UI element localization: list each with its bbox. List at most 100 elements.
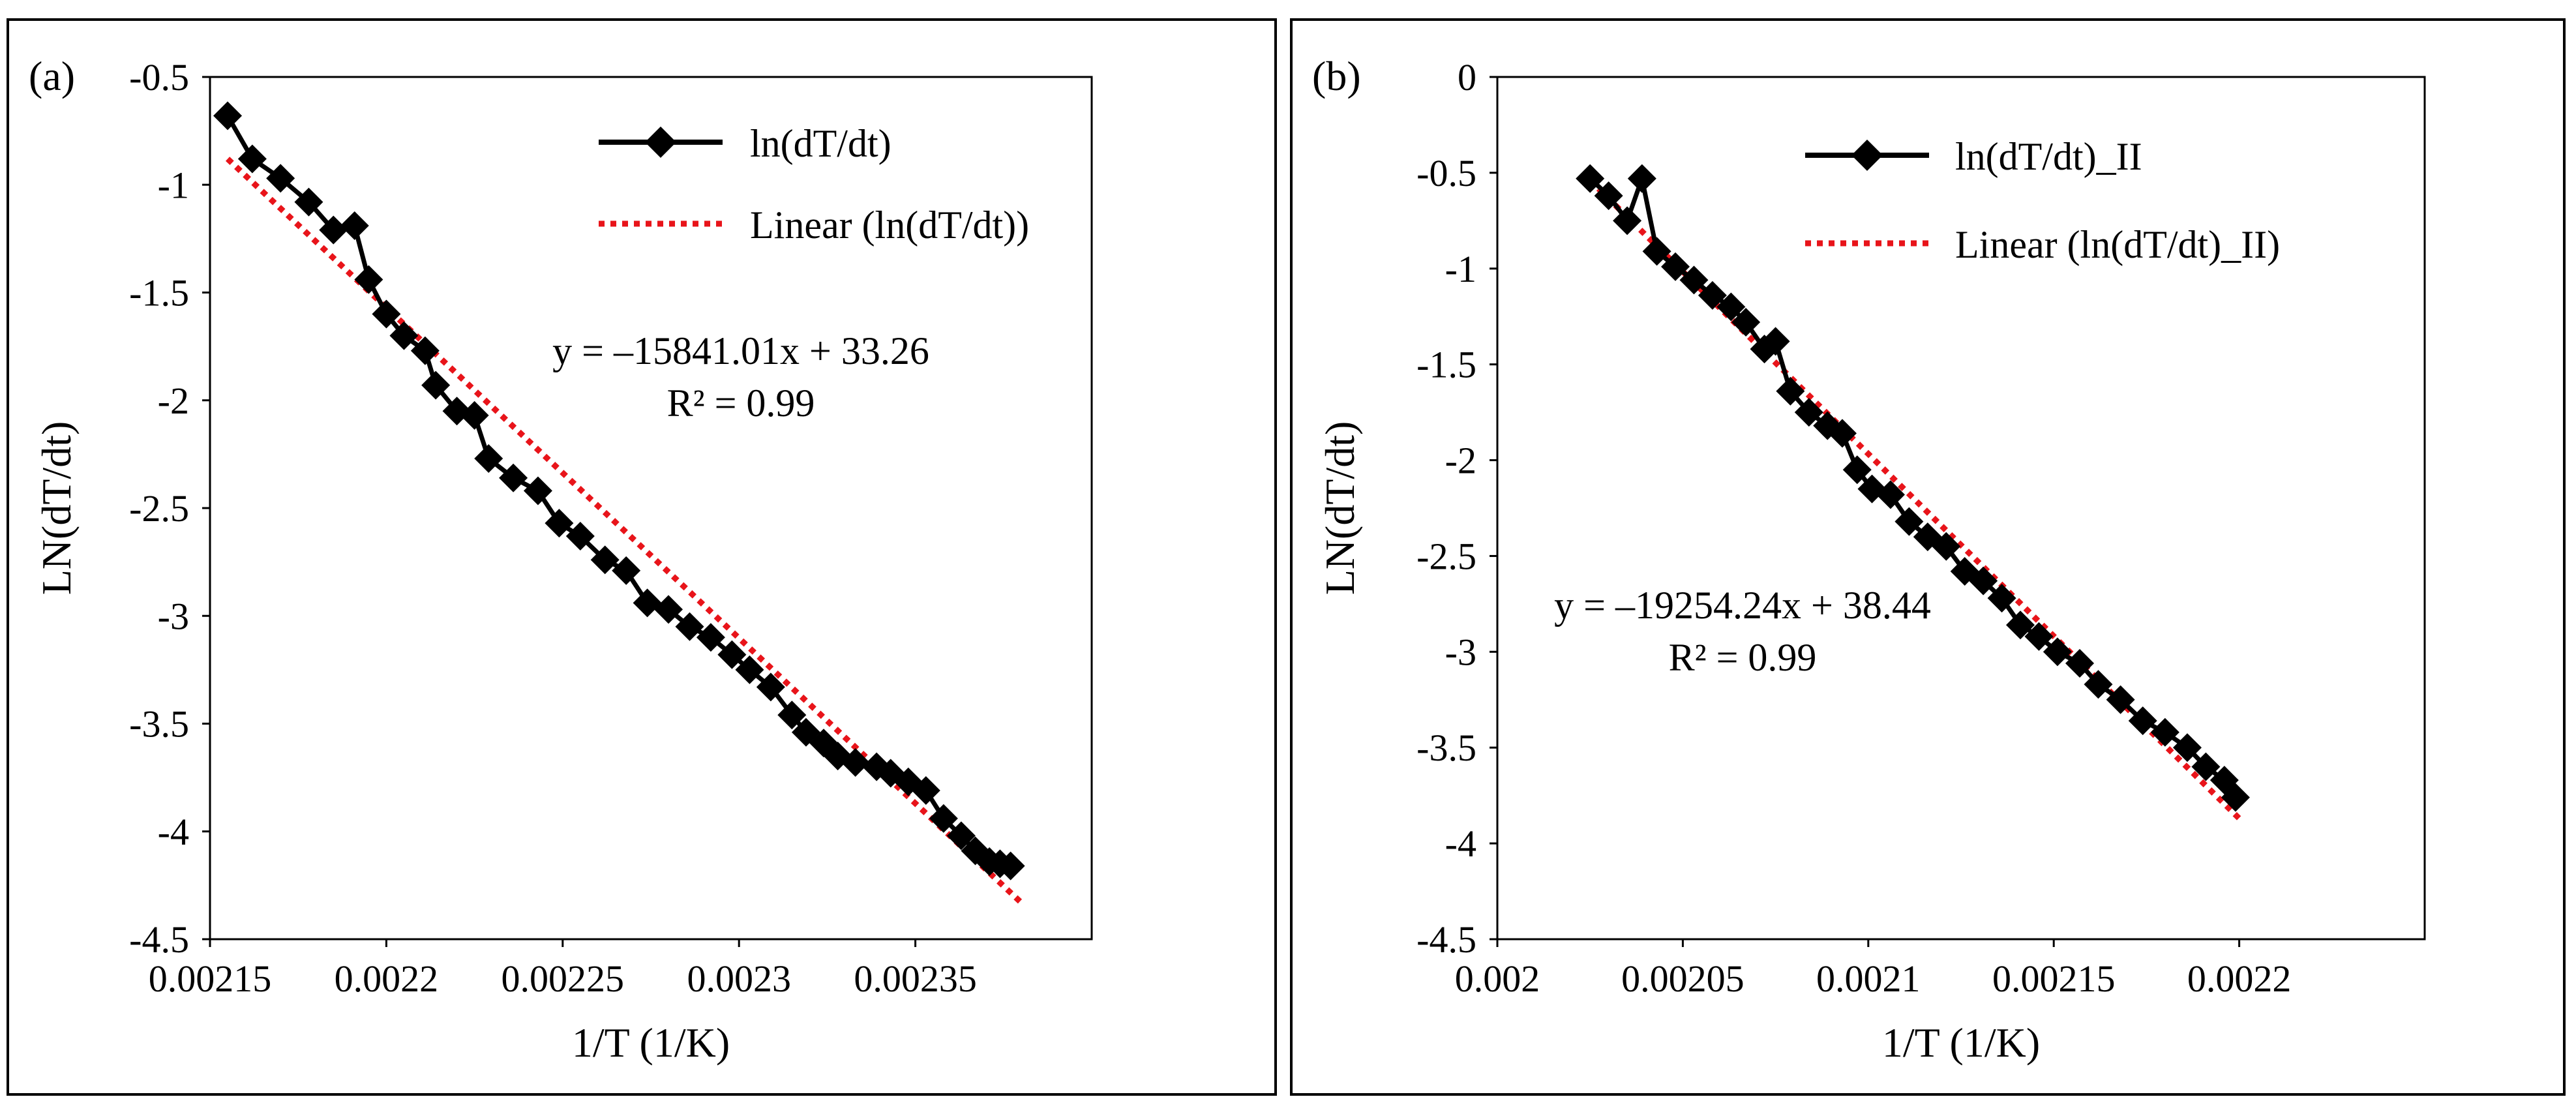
legend-entry-linear-fit-ii: Linear (ln(dT/dt)_II) (1805, 223, 2280, 266)
data-point-marker (1627, 164, 1656, 193)
panel-b-equation: y = –19254.24x + 38.44 (1554, 584, 1931, 627)
data-point-marker (565, 521, 595, 550)
panel-b-legend: ln(dT/dt)_II Linear (ln(dT/dt)_II) (1805, 135, 2280, 266)
data-point-marker (354, 265, 383, 294)
x-tick-label: 0.00225 (502, 957, 625, 1000)
data-point-marker (213, 101, 243, 130)
data-point-marker (340, 211, 369, 241)
x-tick-label: 0.00215 (1992, 957, 2116, 1000)
y-tick-label: -3.5 (1416, 727, 1476, 769)
data-point-marker (2150, 717, 2179, 747)
data-point-marker (1895, 507, 1924, 536)
y-tick-label: -3 (158, 595, 189, 637)
y-tick-label: -2.5 (129, 487, 189, 530)
data-point-marker (717, 640, 747, 669)
data-point-marker (1842, 455, 1872, 485)
data-point-marker (2006, 610, 2035, 640)
data-point-marker (1876, 480, 1905, 509)
data-point-marker (372, 299, 401, 329)
x-tick-label: 0.0022 (335, 957, 439, 1000)
y-tick-label: -4.5 (1416, 918, 1476, 961)
data-point-marker (1969, 566, 1998, 595)
data-point-marker (389, 321, 419, 350)
panel-a-legend: ln(dT/dt) Linear (ln(dT/dt)) (599, 122, 1029, 247)
legend-entry-ln-dt-dt-ii: ln(dT/dt)_II (1805, 135, 2142, 178)
panel-b-y-axis-label: LN(dT/dt) (1317, 421, 1363, 595)
panel-a-frame (7, 18, 1277, 1096)
data-point-marker (696, 623, 725, 652)
data-point-marker (237, 144, 267, 173)
data-point-marker (1731, 308, 1761, 337)
panel-b-frame (1290, 18, 2566, 1096)
legend-label: Linear (ln(dT/dt)) (750, 203, 1029, 247)
panel-a-y-axis-label: LN(dT/dt) (33, 421, 80, 595)
y-tick-label: 0 (1458, 56, 1476, 98)
y-tick-label: -0.5 (1416, 152, 1476, 194)
chart-panel-b: (b) 0.002 0.00205 0.0021 0.00215 0.0022 0 -0.… (1290, 18, 2566, 1096)
y-tick-label: -1.5 (1416, 344, 1476, 386)
data-point-marker (1987, 584, 2016, 613)
panel-b-plot-area (1496, 76, 2426, 941)
legend-label: Linear (ln(dT/dt)_II) (1955, 223, 2280, 266)
data-point-marker (633, 588, 662, 618)
data-point-marker (1679, 265, 1709, 295)
data-point-marker (1576, 164, 1605, 193)
data-point-marker (1698, 280, 1727, 310)
data-point-marker (911, 775, 940, 805)
legend-entry-linear-fit: Linear (ln(dT/dt)) (599, 203, 1029, 247)
data-point-marker (2106, 685, 2135, 714)
data-point-marker (590, 545, 620, 575)
data-point-marker (2024, 622, 2054, 651)
x-tick-label: 0.0022 (2187, 957, 2292, 1000)
panel-b-data-series (1576, 164, 2250, 812)
legend-diamond-marker-icon (645, 127, 676, 158)
panel-b-x-axis-label: 1/T (1/K) (1882, 1019, 2040, 1066)
y-tick-label: -2 (158, 380, 189, 422)
panel-a-r-squared: R² = 0.99 (667, 382, 815, 425)
panel-a-data-series (213, 101, 1025, 881)
data-point-marker (841, 747, 870, 777)
data-point-marker (545, 509, 574, 538)
data-point-marker (996, 851, 1025, 881)
data-point-marker (523, 476, 552, 505)
data-point-marker (2065, 648, 2095, 678)
x-tick-label: 0.00215 (149, 957, 272, 1000)
data-point-marker (2221, 783, 2250, 812)
data-point-marker (675, 612, 704, 641)
data-point-marker (499, 463, 528, 492)
panel-b-label: (b) (1312, 53, 1361, 99)
panel-a-x-ticks: 0.00215 0.0022 0.00225 0.0023 0.00235 (149, 939, 977, 1000)
y-tick-label: -4 (1445, 822, 1476, 865)
legend-diamond-marker-icon (1851, 140, 1883, 171)
panel-a-equation: y = –15841.01x + 33.26 (552, 329, 929, 372)
data-point-marker (1776, 376, 1805, 406)
data-point-marker (654, 595, 683, 624)
x-tick-label: 0.0023 (687, 957, 791, 1000)
panel-b-x-ticks: 0.002 0.00205 0.0021 0.00215 0.0022 (1455, 939, 2292, 1000)
y-tick-label: -2 (1445, 440, 1476, 482)
data-point-marker (319, 215, 348, 245)
y-tick-label: -0.5 (129, 56, 189, 98)
panel-b-y-ticks: 0 -0.5 -1 -1.5 -2 -2.5 -3 -3.5 -4 -4.5 (1416, 56, 1497, 961)
data-point-marker (2191, 752, 2221, 781)
data-point-marker (1613, 206, 1642, 235)
x-tick-label: 0.00235 (854, 957, 977, 1000)
data-point-marker (1932, 532, 1961, 561)
y-tick-label: -3.5 (129, 703, 189, 745)
data-point-marker (410, 336, 440, 365)
data-point-marker (2172, 733, 2202, 762)
data-point-marker (266, 164, 295, 193)
y-tick-label: -1.5 (129, 272, 189, 314)
y-tick-label: -3 (1445, 631, 1476, 673)
y-tick-label: -1 (1445, 248, 1476, 290)
data-point-marker (2084, 670, 2113, 699)
data-point-marker (1794, 398, 1823, 427)
panel-a-x-axis-label: 1/T (1/K) (572, 1019, 730, 1066)
data-point-marker (2128, 706, 2157, 736)
data-point-marker (1761, 327, 1790, 356)
data-point-marker (946, 821, 976, 851)
data-point-marker (1642, 237, 1671, 266)
chart-panel-a: (a) 0.00215 0.0022 0.00225 0.0023 0.00235 -0… (7, 18, 1277, 1096)
x-tick-label: 0.0021 (1816, 957, 1921, 1000)
